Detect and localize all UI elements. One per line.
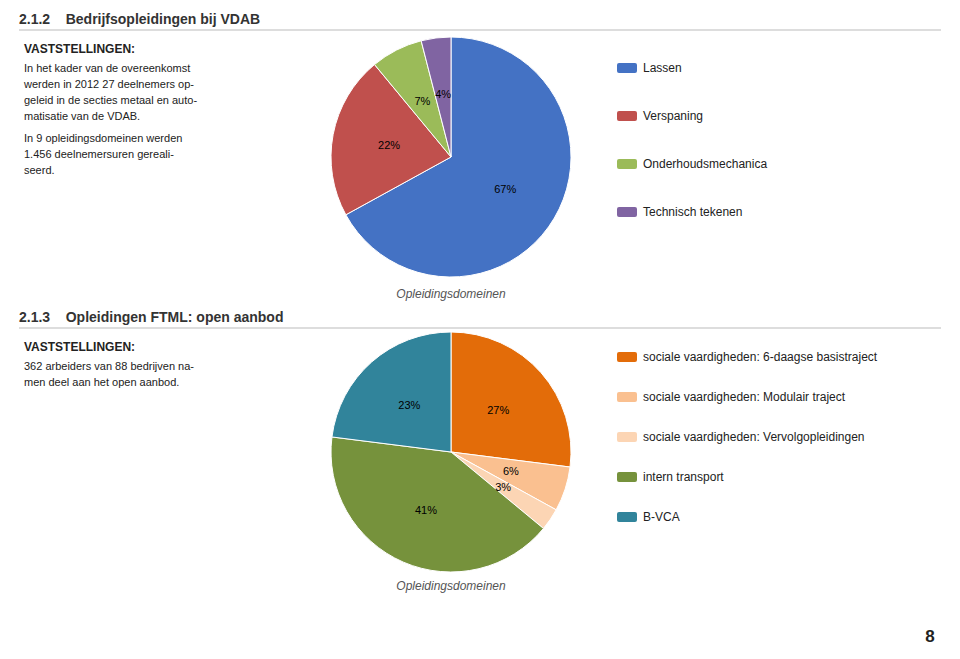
svg-text:Opleidingsdomeinen: Opleidingsdomeinen (396, 287, 506, 301)
svg-text:2.1.3 Opleidingen FTML: ope: 2.1.3 Opleidingen FTML: open aanbod (19, 309, 283, 325)
svg-text:1.456 deelnemersuren gereali-: 1.456 deelnemersuren gereali- (24, 148, 174, 160)
svg-text:Onderhoudsmechanica: Onderhoudsmechanica (643, 157, 767, 171)
svg-text:seerd.: seerd. (24, 164, 55, 176)
svg-text:B-VCA: B-VCA (643, 510, 680, 524)
svg-text:sociale vaardigheden: Vervolgo: sociale vaardigheden: Vervolgopleidingen (643, 430, 865, 444)
svg-text:7%: 7% (414, 95, 430, 107)
svg-text:VASTSTELLINGEN:: VASTSTELLINGEN: (24, 340, 135, 354)
svg-text:Opleidingsdomeinen: Opleidingsdomeinen (396, 579, 506, 593)
svg-text:Lassen: Lassen (643, 61, 682, 75)
svg-text:intern transport: intern transport (643, 470, 724, 484)
svg-text:sociale vaardigheden: 6-daagse: sociale vaardigheden: 6-daagse basistraj… (643, 350, 878, 364)
svg-text:werden in 2012 27 deelnemers o: werden in 2012 27 deelnemers op- (23, 78, 194, 90)
svg-text:6%: 6% (503, 465, 519, 477)
svg-text:3%: 3% (495, 481, 511, 493)
svg-text:27%: 27% (487, 404, 509, 416)
svg-text:VASTSTELLINGEN:: VASTSTELLINGEN: (24, 42, 135, 56)
svg-text:sociale vaardigheden: Modulair: sociale vaardigheden: Modulair traject (643, 390, 846, 404)
svg-text:In 9 opleidingsdomeinen werden: In 9 opleidingsdomeinen werden (24, 132, 182, 144)
svg-text:22%: 22% (378, 139, 400, 151)
svg-text:geleid in de secties metaal en: geleid in de secties metaal en auto- (24, 94, 197, 106)
svg-text:41%: 41% (415, 504, 437, 516)
svg-text:men deel aan het open aanbod.: men deel aan het open aanbod. (24, 376, 179, 388)
svg-text:Verspaning: Verspaning (643, 109, 703, 123)
svg-text:23%: 23% (398, 399, 420, 411)
svg-text:362 arbeiders van 88 bedrijven: 362 arbeiders van 88 bedrijven na- (24, 360, 194, 372)
svg-text:67%: 67% (494, 183, 516, 195)
svg-text:matisatie van de VDAB.: matisatie van de VDAB. (24, 110, 140, 122)
svg-text:4%: 4% (435, 88, 451, 100)
svg-text:8: 8 (925, 627, 934, 646)
svg-text:2.1.2 Bedrijfsopleidingen b: 2.1.2 Bedrijfsopleidingen bij VDAB (19, 11, 260, 27)
svg-text:In het kader van de overeenkom: In het kader van de overeenkomst (24, 62, 190, 74)
svg-text:Technisch tekenen: Technisch tekenen (643, 205, 742, 219)
